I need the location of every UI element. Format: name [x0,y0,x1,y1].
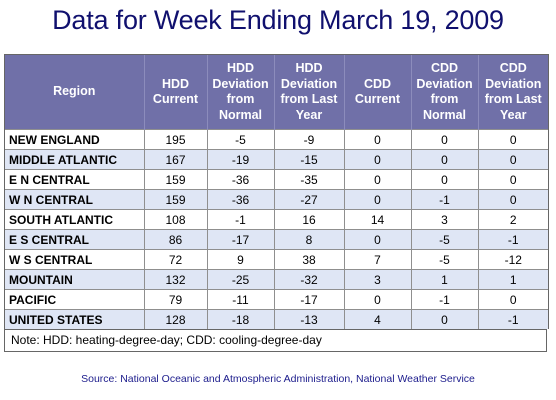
value-cell: 108 [143,209,207,230]
region-cell: SOUTH ATLANTIC [5,209,144,230]
value-cell: 9 [206,249,274,270]
value-cell: -12 [477,249,548,270]
value-cell: -32 [273,269,344,290]
value-cell: 159 [143,169,207,190]
value-cell: 159 [143,189,207,210]
value-cell: 0 [477,169,548,190]
value-cell: 0 [343,289,411,310]
value-cell: -5 [410,229,478,250]
value-cell: 0 [410,309,478,329]
table-row: NEW ENGLAND 195 -5 -9 0 0 0 [5,129,548,150]
table-row: MIDDLE ATLANTIC 167 -19 -15 0 0 0 [5,149,548,170]
value-cell: 16 [273,209,344,230]
column-header: HDD Current [143,55,207,130]
value-cell: 0 [477,149,548,170]
region-cell: E N CENTRAL [5,169,144,190]
value-cell: 0 [410,129,478,150]
value-cell: -35 [273,169,344,190]
value-cell: 0 [343,229,411,250]
table-row: W N CENTRAL 159 -36 -27 0 -1 0 [5,189,548,210]
value-cell: 79 [143,289,207,310]
value-cell: 86 [143,229,207,250]
value-cell: -36 [206,189,274,210]
value-cell: 0 [343,189,411,210]
value-cell: 0 [410,169,478,190]
region-cell: PACIFIC [5,289,144,310]
table-body: NEW ENGLAND 195 -5 -9 0 0 0 MIDDLE ATLANTIC 167-… [5,129,548,329]
value-cell: -5 [206,129,274,150]
value-cell: -1 [477,309,548,329]
value-cell: 0 [343,149,411,170]
value-cell: 3 [343,269,411,290]
value-cell: 72 [143,249,207,270]
value-cell: -17 [273,289,344,310]
value-cell: 1 [410,269,478,290]
source-caption: Source: National Oceanic and Atmospheric… [81,373,475,385]
region-cell: NEW ENGLAND [5,129,144,150]
value-cell: -1 [206,209,274,230]
value-cell: 167 [143,149,207,170]
value-cell: 8 [273,229,344,250]
table-row: E N CENTRAL 159 -36 -35 0 0 0 [5,169,548,190]
value-cell: 132 [143,269,207,290]
value-cell: -1 [410,289,478,310]
table-row: W S CENTRAL 72 9 38 7 -5 -12 [5,249,548,270]
value-cell: -25 [206,269,274,290]
column-header: HDD Deviation from Normal [206,55,274,130]
table-row: MOUNTAIN 132 -25 -32 3 1 1 [5,269,548,290]
value-cell: 1 [477,269,548,290]
value-cell: -17 [206,229,274,250]
column-header: CDD Deviation from Last Year [477,55,548,130]
column-header: HDD Deviation from Last Year [273,55,344,130]
degree-day-table: Region HDD Current HDD Deviation from Normal HD… [5,55,548,329]
value-cell: -27 [273,189,344,210]
value-cell: -13 [273,309,344,329]
region-cell: W N CENTRAL [5,189,144,210]
value-cell: 14 [343,209,411,230]
region-cell: MOUNTAIN [5,269,144,290]
degree-day-table-container: Region HDD Current HDD Deviation from Normal HD… [4,54,549,329]
value-cell: 4 [343,309,411,329]
value-cell: -1 [410,189,478,210]
value-cell: 7 [343,249,411,270]
value-cell: 0 [477,289,548,310]
value-cell: 128 [143,309,207,329]
table-row: E S CENTRAL 86 -17 8 0 -5 -1 [5,229,548,250]
value-cell: 0 [410,149,478,170]
table-row: UNITED STATES 128 -18 -13 4 0 -1 [5,309,548,329]
value-cell: 0 [477,129,548,150]
value-cell: 0 [343,129,411,150]
value-cell: -5 [410,249,478,270]
value-cell: 0 [343,169,411,190]
page-title: Data for Week Ending March 19, 2009 [52,5,504,35]
table-row: PACIFIC 79 -11 -17 0 -1 0 [5,289,548,310]
table-row: SOUTH ATLANTIC 108 -1 16 14 3 2 [5,209,548,230]
value-cell: 38 [273,249,344,270]
value-cell: 0 [477,189,548,210]
value-cell: -19 [206,149,274,170]
region-cell: W S CENTRAL [5,249,144,270]
value-cell: 3 [410,209,478,230]
value-cell: -36 [206,169,274,190]
region-cell: UNITED STATES [5,309,144,329]
column-header: CDD Deviation from Normal [410,55,478,130]
value-cell: -18 [206,309,274,329]
column-header: Region [5,55,144,130]
value-cell: -9 [273,129,344,150]
table-note: Note: HDD: heating-degree-day; CDD: cool… [4,329,547,352]
region-cell: MIDDLE ATLANTIC [5,149,144,170]
value-cell: -15 [273,149,344,170]
region-cell: E S CENTRAL [5,229,144,250]
value-cell: -11 [206,289,274,310]
value-cell: 195 [143,129,207,150]
table-header-row: Region HDD Current HDD Deviation from Normal HD… [5,55,548,130]
value-cell: -1 [477,229,548,250]
value-cell: 2 [477,209,548,230]
column-header: CDD Current [343,55,411,130]
